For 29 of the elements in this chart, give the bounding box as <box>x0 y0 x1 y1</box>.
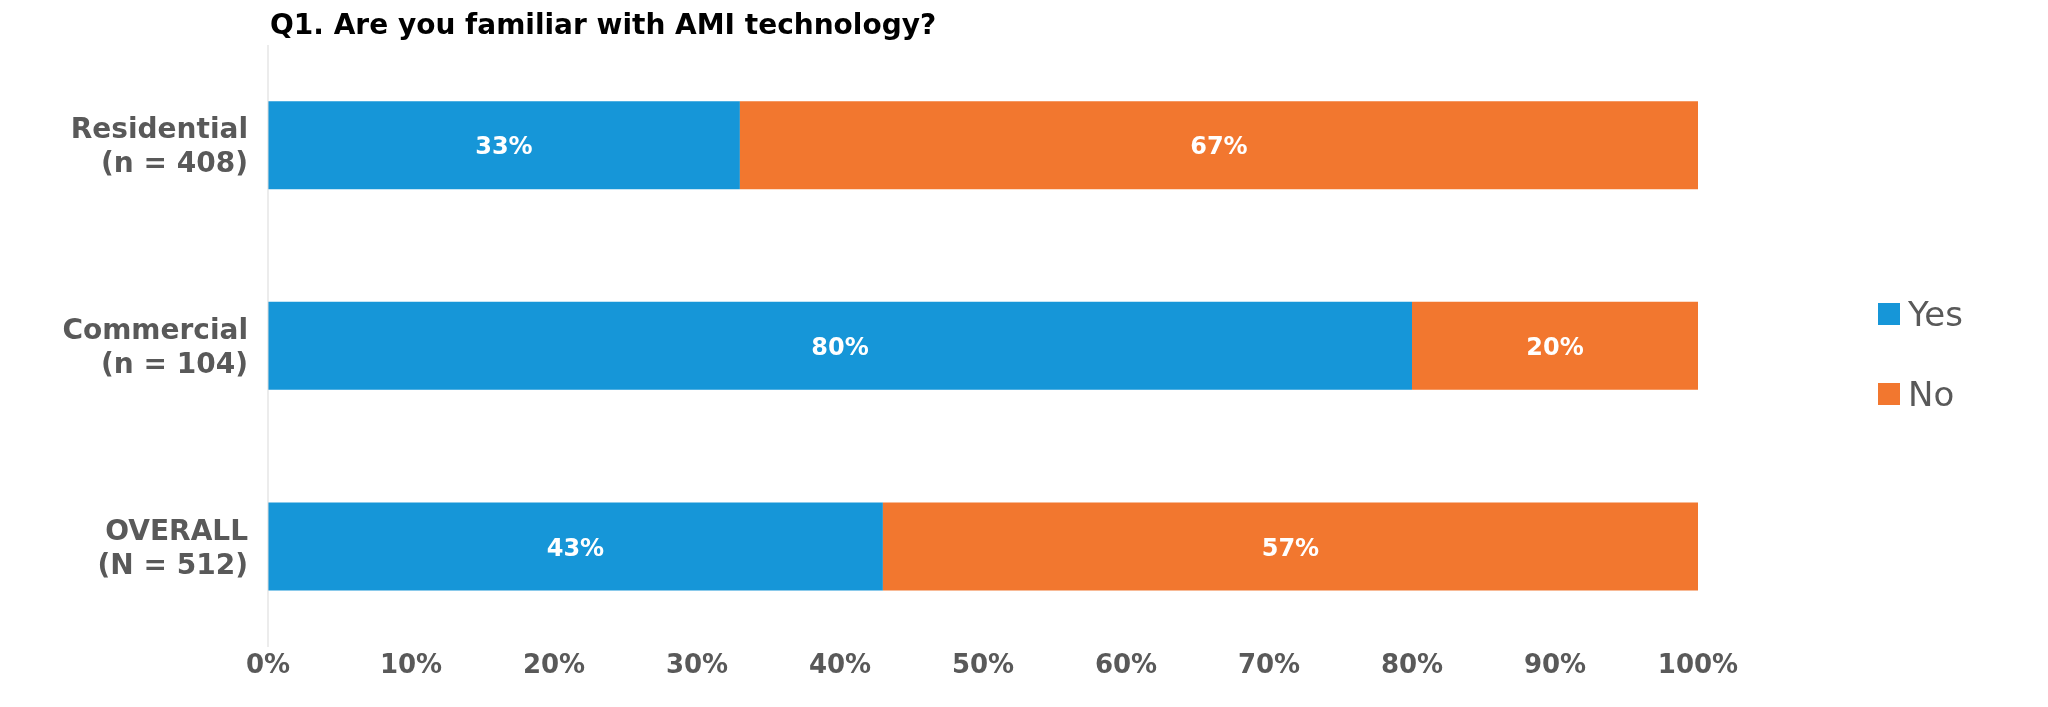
text: 80% <box>811 332 869 361</box>
x-tick-label: 50% <box>951 649 1015 680</box>
text: 67% <box>1190 132 1248 161</box>
bar <box>882 502 1698 591</box>
x-tick-label: 30% <box>665 649 729 680</box>
legend-label: Yes <box>1908 293 1963 334</box>
bar <box>268 502 883 591</box>
bar <box>739 101 1698 190</box>
legend-label: No <box>1908 373 1955 414</box>
y-tick-label: OVERALL (N = 512) <box>97 513 249 581</box>
x-tick-label: 20% <box>522 649 586 680</box>
y-tick-label: Residential (n = 408) <box>70 112 248 180</box>
y-tick-label: Commercial (n = 104) <box>62 313 248 380</box>
bar <box>268 301 1412 390</box>
chart-title: Q1. Are you familiar with AMI technology? <box>270 8 937 41</box>
bar <box>268 101 740 190</box>
text: 57% <box>1261 533 1320 562</box>
x-tick-label: 10% <box>379 649 443 680</box>
text: 20% <box>1526 332 1584 361</box>
text: 33% <box>475 132 533 161</box>
x-tick-label: 70% <box>1237 649 1301 680</box>
x-tick-label: 60% <box>1094 649 1158 680</box>
x-tick-label: 100% <box>1657 649 1739 680</box>
x-tick-label: 40% <box>808 649 872 680</box>
bar <box>1412 301 1698 390</box>
x-tick-label: 0% <box>245 649 291 680</box>
x-tick-label: 90% <box>1523 649 1587 680</box>
x-tick-label: 80% <box>1380 649 1444 680</box>
text: 43% <box>546 533 605 562</box>
